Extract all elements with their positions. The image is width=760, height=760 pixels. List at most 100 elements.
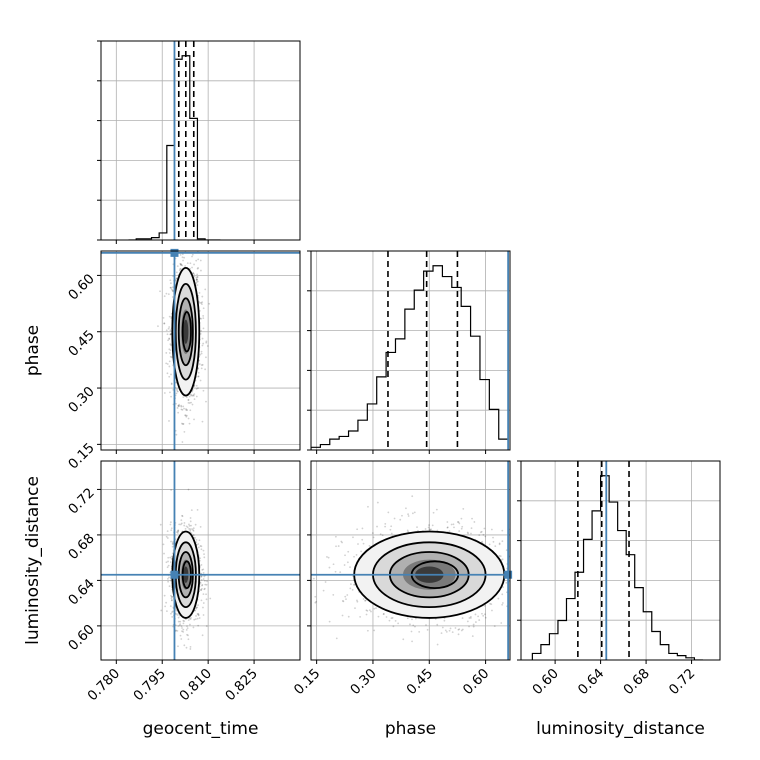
scatter-point <box>201 303 203 306</box>
scatter-point <box>189 262 192 265</box>
scatter-point <box>201 584 203 587</box>
scatter-point <box>405 507 407 510</box>
scatter-point <box>426 628 429 631</box>
scatter-point <box>175 531 178 534</box>
scatter-point <box>191 403 194 406</box>
scatter-point <box>187 488 190 491</box>
scatter-point <box>167 339 169 342</box>
scatter-point <box>498 554 501 557</box>
scatter-point <box>182 423 184 425</box>
scatter-point <box>181 627 183 629</box>
scatter-point <box>457 628 460 631</box>
panel-frame <box>100 40 301 241</box>
scatter-point <box>560 615 562 617</box>
scatter-point <box>171 296 174 298</box>
scatter-point <box>195 279 198 282</box>
scatter-point <box>344 595 347 598</box>
scatter-point <box>427 526 430 529</box>
scatter-point <box>181 441 184 443</box>
scatter-point <box>169 282 172 285</box>
density-content <box>101 229 300 450</box>
scatter-point <box>195 607 198 610</box>
scatter-point <box>204 579 206 582</box>
panel-frame <box>310 460 511 661</box>
scatter-point <box>172 541 174 543</box>
scatter-point <box>481 540 484 543</box>
scatter-point <box>191 229 193 231</box>
scatter-point <box>177 616 180 619</box>
x-tick-label: 0.45 <box>404 666 437 699</box>
scatter-point <box>467 532 470 535</box>
scatter-point <box>183 522 186 524</box>
scatter-point <box>367 505 369 508</box>
scatter-point <box>200 575 203 578</box>
scatter-point <box>389 528 392 531</box>
scatter-point <box>167 564 170 567</box>
scatter-point <box>482 614 485 617</box>
scatter-point <box>197 375 200 378</box>
scatter-point <box>205 583 208 586</box>
scatter-point <box>196 276 199 278</box>
scatter-point <box>205 625 208 627</box>
scatter-point <box>189 409 192 412</box>
scatter-point <box>324 581 327 583</box>
scatter-point <box>200 329 202 332</box>
scatter-point <box>162 316 165 319</box>
contour-line <box>177 297 194 367</box>
scatter-point <box>201 337 204 340</box>
scatter-point <box>334 535 337 538</box>
scatter-point <box>312 577 315 580</box>
scatter-point <box>411 512 414 515</box>
y-axis-label-phase: phase <box>23 325 43 376</box>
scatter-point <box>200 587 203 590</box>
scatter-point <box>167 580 169 583</box>
scatter-point <box>482 533 485 536</box>
scatter-point <box>182 628 185 631</box>
scatter-point <box>188 402 191 404</box>
scatter-point <box>461 525 464 528</box>
scatter-point <box>377 615 380 618</box>
scatter-point <box>200 367 203 370</box>
scatter-point <box>457 633 460 636</box>
scatter-point <box>199 259 202 262</box>
scatter-point <box>176 407 179 409</box>
x-axis-label-geocent-time: geocent_time <box>143 719 259 739</box>
scatter-point <box>177 620 180 623</box>
scatter-point <box>390 532 393 535</box>
scatter-point <box>411 618 413 621</box>
scatter-point <box>178 624 181 627</box>
scatter-point <box>454 627 457 629</box>
scatter-point <box>168 375 171 378</box>
y-tick-label: 0.30 <box>65 384 98 417</box>
x-tick-label: 0.780 <box>84 666 123 705</box>
scatter-point <box>393 517 396 520</box>
scatter-point <box>452 523 455 526</box>
scatter-point <box>202 317 205 320</box>
scatter-point <box>179 263 182 266</box>
scatter-point <box>176 630 179 632</box>
scatter-point <box>170 489 173 491</box>
scatter-point <box>163 322 166 325</box>
scatter-point <box>366 629 369 632</box>
scatter-point <box>183 644 186 647</box>
scatter-point <box>192 529 195 532</box>
scatter-point <box>157 325 159 328</box>
truth-marker <box>170 570 179 579</box>
scatter-point <box>171 290 174 292</box>
scatter-point <box>394 619 397 622</box>
scatter-point <box>195 259 198 262</box>
scatter-point <box>171 542 174 545</box>
x-tick-label: 0.64 <box>575 666 608 699</box>
scatter-point <box>409 623 411 626</box>
scatter-point <box>180 408 183 411</box>
scatter-point <box>199 302 201 304</box>
scatter-point <box>195 615 197 617</box>
scatter-point <box>512 545 514 547</box>
scatter-point <box>169 286 172 289</box>
scatter-point <box>170 382 173 385</box>
scatter-point <box>170 383 173 386</box>
scatter-point <box>511 580 513 582</box>
scatter-point <box>192 394 195 397</box>
scatter-point <box>170 344 172 347</box>
scatter-point <box>470 532 472 535</box>
